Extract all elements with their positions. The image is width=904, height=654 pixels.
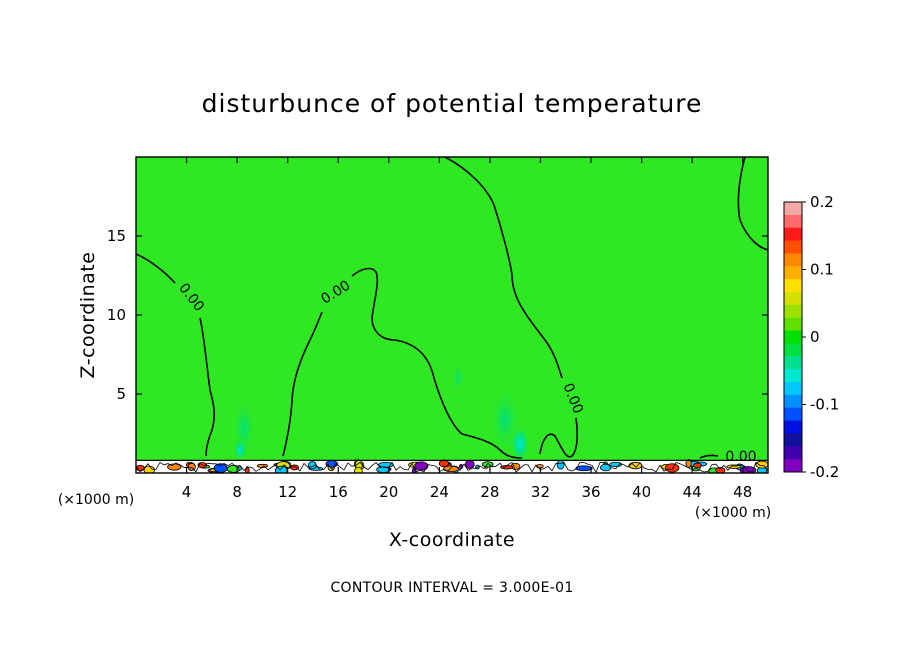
colorbar-segment bbox=[784, 446, 802, 460]
y-axis-label: Z-coordinate bbox=[77, 252, 99, 379]
surface-patch bbox=[693, 462, 702, 468]
colorbar-segment bbox=[784, 369, 802, 383]
y-tick-label: 10 bbox=[107, 306, 126, 324]
x-unit-label-left: (×1000 m) bbox=[58, 492, 134, 508]
x-tick-label: 28 bbox=[480, 483, 499, 501]
colorbar-segment bbox=[784, 420, 802, 434]
chart-title: disturbunce of potential temperature bbox=[202, 89, 703, 118]
y-axis: 5 10 15 bbox=[107, 227, 768, 403]
contour-line-zero bbox=[444, 157, 578, 458]
surface-patch bbox=[609, 461, 623, 468]
colorbar-segment bbox=[784, 292, 802, 306]
surface-patch bbox=[575, 465, 593, 472]
surface-patch bbox=[378, 461, 394, 468]
contour-label: 0.00 bbox=[725, 449, 756, 465]
surface-patch bbox=[665, 463, 680, 473]
colorbar-segment bbox=[784, 227, 802, 242]
contour-line-zero bbox=[282, 267, 523, 459]
colorbar-segment bbox=[784, 317, 802, 332]
x-axis: 4 8 12 16 20 24 28 32 36 40 44 48 bbox=[182, 157, 752, 501]
x-tick-label: 16 bbox=[329, 483, 348, 501]
x-tick-label: 20 bbox=[379, 483, 398, 501]
x-tick-label: 36 bbox=[581, 483, 600, 501]
colorbar-segment bbox=[784, 356, 802, 370]
contour-line-zero bbox=[737, 157, 768, 251]
colorbar-segment bbox=[784, 330, 802, 344]
x-tick-label: 24 bbox=[430, 483, 449, 501]
x-tick-label: 8 bbox=[232, 483, 242, 501]
colorbar-tick-label: 0.1 bbox=[810, 261, 834, 279]
colorbar-tick-label: 0.2 bbox=[810, 193, 834, 211]
surface-contours bbox=[136, 460, 768, 473]
x-tick-label: 32 bbox=[531, 483, 550, 501]
plot-background-field bbox=[136, 157, 768, 473]
surface-patch bbox=[556, 459, 565, 470]
x-unit-label-right: (×1000 m) bbox=[695, 505, 771, 521]
colorbar: 0.2 0.1 0 -0.1 -0.2 bbox=[783, 193, 839, 481]
surface-patch bbox=[438, 459, 450, 468]
colorbar-segment bbox=[784, 266, 802, 280]
colorbar-segment bbox=[784, 459, 802, 473]
colorbar-tick-label: -0.1 bbox=[810, 396, 839, 414]
perturbation-blob bbox=[452, 364, 464, 392]
surface-patch bbox=[226, 465, 241, 473]
colorbar-tick-label: 0 bbox=[810, 328, 820, 346]
x-tick-label: 4 bbox=[182, 483, 192, 501]
surface-patch bbox=[464, 459, 475, 469]
colorbar-segment bbox=[784, 407, 802, 422]
surface-patch bbox=[354, 466, 363, 473]
x-axis-label: X-coordinate bbox=[389, 529, 515, 551]
surface-patch bbox=[238, 466, 242, 471]
perturbation-blob bbox=[234, 440, 246, 460]
colorbar-segment bbox=[784, 382, 802, 396]
y-tick-label: 5 bbox=[116, 385, 126, 403]
surface-patch bbox=[755, 460, 768, 469]
colorbar-segment bbox=[784, 202, 802, 216]
contour-line-zero bbox=[136, 253, 215, 457]
colorbar-segment bbox=[784, 279, 802, 293]
colorbar-segment bbox=[784, 343, 802, 357]
x-tick-label: 40 bbox=[632, 483, 651, 501]
colorbar-segment bbox=[784, 240, 802, 254]
y-tick-label: 15 bbox=[107, 227, 126, 245]
surface-patch bbox=[414, 461, 429, 471]
surface-layer bbox=[136, 458, 768, 473]
colorbar-tick-label: -0.2 bbox=[810, 463, 839, 481]
perturbation-blob bbox=[511, 426, 529, 462]
x-tick-label: 44 bbox=[683, 483, 702, 501]
surface-patch bbox=[715, 467, 726, 473]
surface-patch bbox=[600, 463, 612, 472]
colorbar-segment bbox=[784, 394, 802, 409]
contour-interval-note: CONTOUR INTERVAL = 3.000E-01 bbox=[330, 580, 573, 596]
colorbar-segment bbox=[784, 214, 802, 229]
colorbar-segment bbox=[784, 253, 802, 267]
colorbar-segment bbox=[784, 433, 802, 447]
surface-patch bbox=[187, 462, 196, 471]
surface-patch bbox=[443, 465, 460, 473]
contour-line-zero bbox=[699, 454, 719, 459]
x-tick-label: 12 bbox=[278, 483, 297, 501]
colorbar-segment bbox=[784, 304, 802, 319]
surface-patch bbox=[289, 464, 300, 471]
x-tick-label: 48 bbox=[733, 483, 752, 501]
